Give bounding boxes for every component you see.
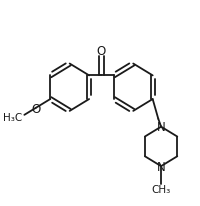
Text: O: O xyxy=(31,103,40,116)
Text: CH₃: CH₃ xyxy=(151,184,170,194)
Text: H₃C: H₃C xyxy=(3,112,22,122)
Text: N: N xyxy=(156,121,165,133)
Text: N: N xyxy=(156,160,165,173)
Text: O: O xyxy=(96,45,106,58)
